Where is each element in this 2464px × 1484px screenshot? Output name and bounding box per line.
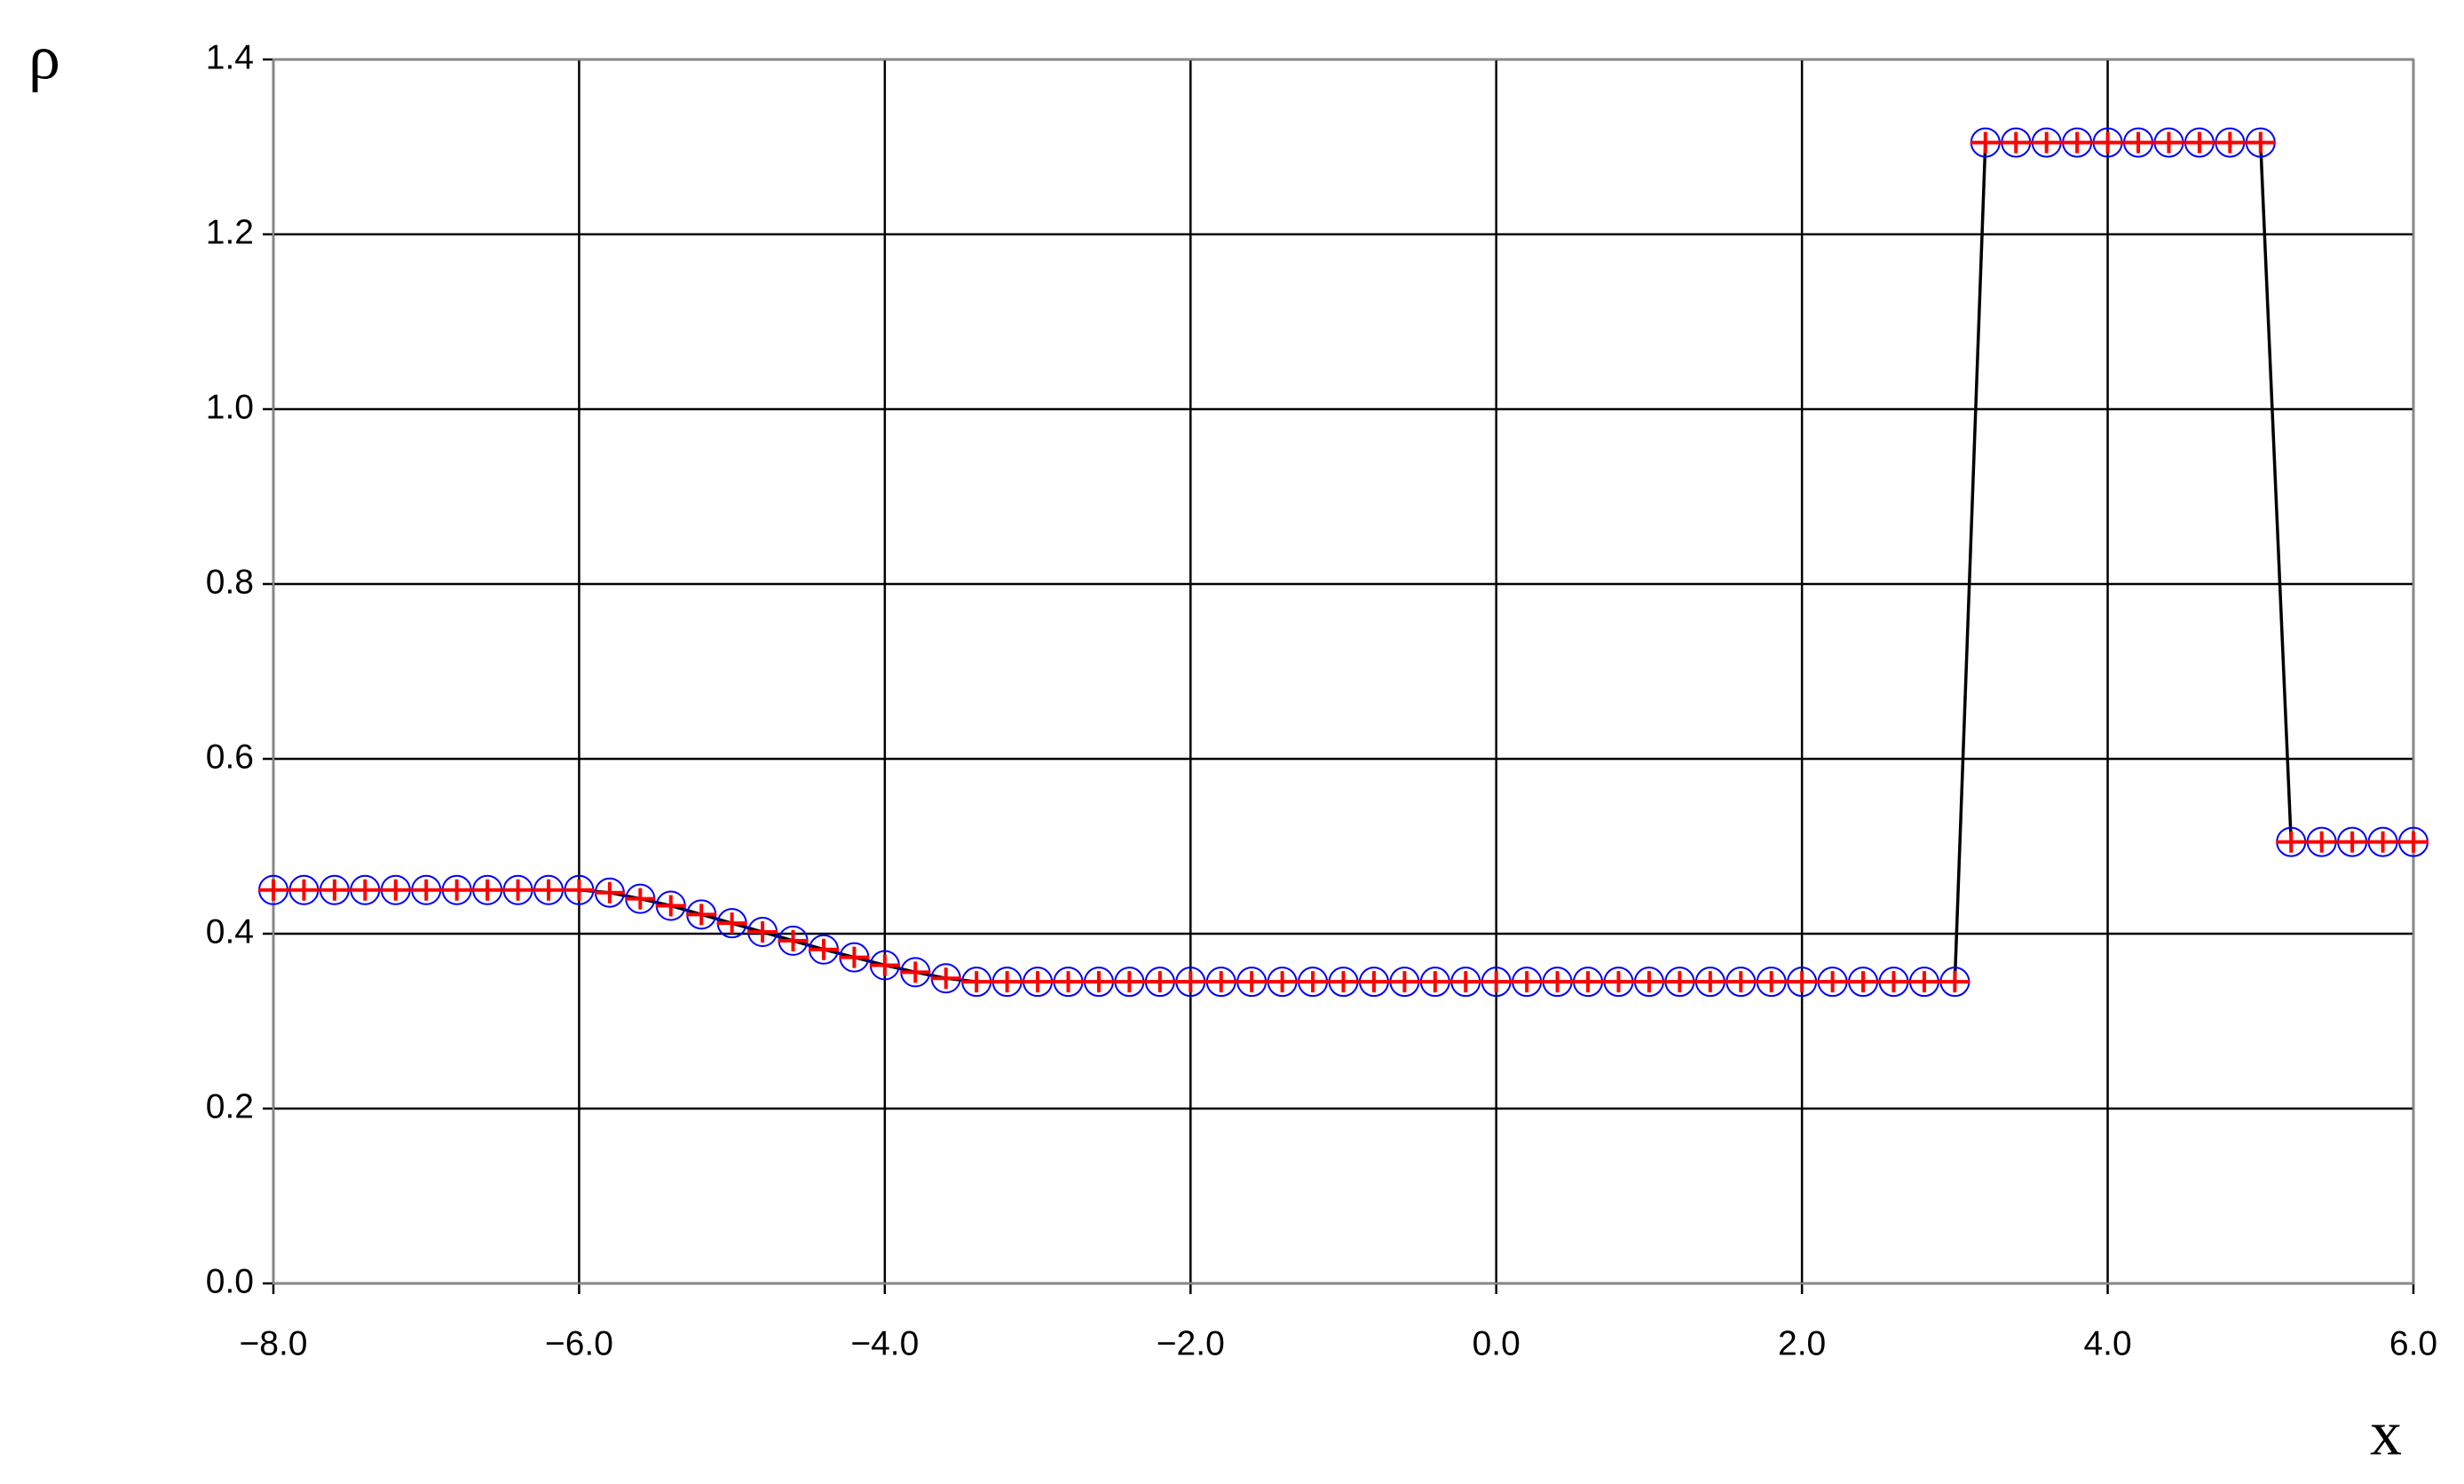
y-tick-label: 0.0 bbox=[206, 1262, 254, 1300]
plus-marker bbox=[1908, 971, 1939, 993]
plus-marker bbox=[808, 938, 839, 960]
plus-marker bbox=[900, 961, 931, 983]
plus-marker bbox=[1603, 971, 1634, 993]
plus-marker bbox=[1756, 971, 1787, 993]
plus-marker bbox=[564, 879, 595, 901]
plus-marker bbox=[1450, 971, 1481, 993]
plus-marker bbox=[2245, 131, 2276, 154]
plus-marker bbox=[1023, 971, 1054, 993]
plus-marker bbox=[533, 879, 564, 901]
plus-marker bbox=[1726, 971, 1757, 993]
plus-marker bbox=[1419, 971, 1450, 993]
plus-marker bbox=[2123, 131, 2154, 154]
plus-marker bbox=[1939, 971, 1970, 993]
x-tick-label: 2.0 bbox=[1778, 1324, 1826, 1362]
plus-marker bbox=[2367, 831, 2398, 853]
plus-marker bbox=[1787, 971, 1818, 993]
plus-marker bbox=[594, 881, 625, 904]
y-tick-label: 0.6 bbox=[206, 738, 254, 776]
y-tick-label: 1.4 bbox=[206, 38, 254, 76]
plus-marker bbox=[2092, 131, 2123, 154]
plus-marker bbox=[655, 895, 686, 917]
plus-marker bbox=[441, 879, 472, 901]
plus-marker bbox=[625, 888, 656, 910]
y-tick-label: 1.2 bbox=[206, 213, 254, 251]
plus-marker bbox=[1970, 131, 2001, 154]
plus-marker bbox=[778, 929, 809, 951]
plus-marker bbox=[1512, 971, 1543, 993]
plus-marker bbox=[930, 967, 961, 990]
plus-marker bbox=[2184, 131, 2215, 154]
plus-marker bbox=[502, 879, 533, 901]
plus-marker bbox=[1573, 971, 1604, 993]
x-axis-label: x bbox=[2370, 1398, 2402, 1469]
y-tick-label: 0.4 bbox=[206, 912, 254, 951]
plus-marker bbox=[319, 879, 350, 901]
plus-marker bbox=[2337, 831, 2368, 853]
plus-marker bbox=[1267, 971, 1298, 993]
plus-marker bbox=[1664, 971, 1695, 993]
plus-marker bbox=[991, 971, 1023, 993]
plus-marker bbox=[288, 879, 320, 901]
plus-marker bbox=[2398, 831, 2428, 853]
plus-marker bbox=[380, 879, 411, 901]
plus-marker bbox=[747, 921, 778, 943]
plus-marker bbox=[350, 879, 381, 901]
y-tick-label: 0.2 bbox=[206, 1087, 254, 1125]
plus-marker bbox=[961, 971, 992, 993]
plus-marker bbox=[2001, 131, 2032, 154]
plus-marker bbox=[1144, 971, 1175, 993]
plus-marker bbox=[2153, 131, 2184, 154]
plus-marker bbox=[1328, 971, 1359, 993]
x-tick-label: −4.0 bbox=[850, 1324, 919, 1362]
plus-marker bbox=[869, 954, 900, 976]
plus-marker bbox=[1848, 971, 1879, 993]
plus-marker bbox=[1083, 971, 1114, 993]
x-tick-label: 4.0 bbox=[2083, 1324, 2131, 1362]
y-tick-label: 1.0 bbox=[206, 388, 254, 426]
plus-marker bbox=[411, 879, 442, 901]
plus-marker bbox=[258, 879, 288, 901]
x-tick-label: 6.0 bbox=[2389, 1324, 2437, 1362]
plus-marker bbox=[1358, 971, 1389, 993]
plus-marker bbox=[2062, 131, 2093, 154]
plus-marker bbox=[2276, 831, 2307, 853]
y-tick-label: 0.8 bbox=[206, 563, 254, 601]
plus-marker bbox=[1175, 971, 1206, 993]
plus-marker bbox=[686, 904, 717, 926]
plus-marker bbox=[1114, 971, 1145, 993]
plus-marker bbox=[472, 879, 503, 901]
x-tick-label: −2.0 bbox=[1157, 1324, 1225, 1362]
y-axis-label: ρ bbox=[28, 22, 60, 93]
plus-marker bbox=[1817, 971, 1848, 993]
x-tick-label: 0.0 bbox=[1473, 1324, 1520, 1362]
plus-marker bbox=[1298, 971, 1329, 993]
plus-marker bbox=[1542, 971, 1573, 993]
plus-marker bbox=[1205, 971, 1236, 993]
plus-marker bbox=[839, 946, 870, 968]
x-tick-label: −6.0 bbox=[545, 1324, 613, 1362]
x-tick-label: −8.0 bbox=[240, 1324, 308, 1362]
series-line bbox=[273, 140, 2413, 983]
plus-marker bbox=[716, 912, 747, 935]
plus-marker bbox=[1053, 971, 1084, 993]
plus-marker bbox=[2215, 131, 2246, 154]
plus-marker bbox=[1389, 971, 1420, 993]
plus-marker bbox=[1878, 971, 1909, 993]
plus-marker bbox=[1481, 971, 1512, 993]
plus-marker bbox=[1633, 971, 1664, 993]
plot-frame bbox=[272, 58, 2415, 1285]
plus-marker bbox=[2031, 131, 2062, 154]
plus-marker bbox=[2306, 831, 2337, 853]
plus-marker bbox=[1236, 971, 1268, 993]
plus-marker bbox=[1694, 971, 1726, 993]
